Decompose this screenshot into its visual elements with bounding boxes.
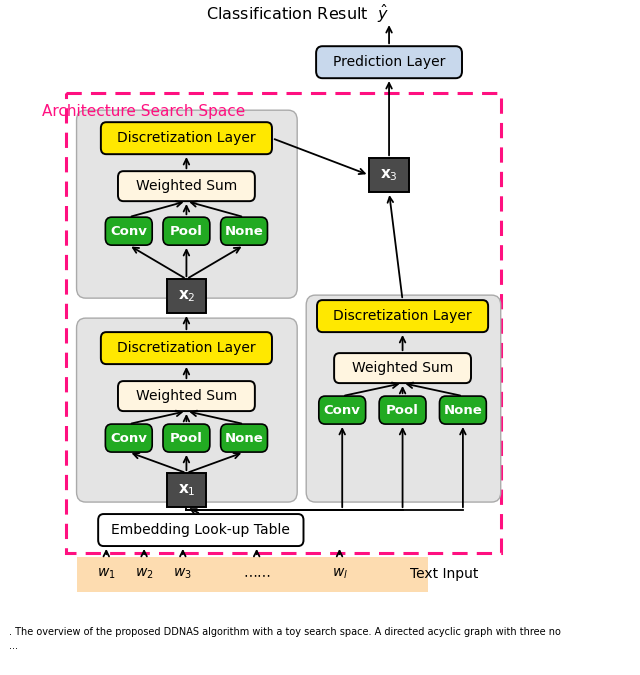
FancyBboxPatch shape [319,396,365,424]
Text: None: None [444,404,483,416]
Text: Classification Result  $\hat{y}$: Classification Result $\hat{y}$ [205,3,388,25]
FancyBboxPatch shape [98,514,303,546]
Text: Pool: Pool [170,431,203,445]
Bar [166,279,206,313]
FancyBboxPatch shape [163,424,210,452]
FancyBboxPatch shape [106,424,152,452]
Text: Weighted Sum: Weighted Sum [136,179,237,193]
Text: Text Input: Text Input [410,567,478,581]
FancyBboxPatch shape [317,300,488,332]
Text: None: None [225,431,264,445]
FancyBboxPatch shape [118,171,255,201]
FancyBboxPatch shape [221,424,268,452]
Bar [77,557,428,592]
Bar [369,158,409,192]
Text: Pool: Pool [170,225,203,238]
Text: Conv: Conv [324,404,361,416]
FancyBboxPatch shape [101,332,272,364]
FancyBboxPatch shape [163,217,210,245]
FancyBboxPatch shape [379,396,426,424]
FancyBboxPatch shape [306,295,500,502]
Text: $\mathbf{x}_1$: $\mathbf{x}_1$ [177,482,195,498]
Text: $\mathbf{x}_2$: $\mathbf{x}_2$ [177,288,195,304]
Text: ...: ... [9,641,18,651]
Text: $w_1$: $w_1$ [97,567,116,581]
Text: Discretization Layer: Discretization Layer [117,131,256,145]
FancyBboxPatch shape [77,318,297,502]
FancyBboxPatch shape [440,396,486,424]
FancyBboxPatch shape [101,122,272,154]
FancyBboxPatch shape [118,381,255,411]
Text: $w_l$: $w_l$ [332,567,348,581]
Text: $w_2$: $w_2$ [135,567,154,581]
FancyBboxPatch shape [334,353,471,383]
Bar [166,473,206,507]
Text: Discretization Layer: Discretization Layer [117,341,256,355]
Text: Architecture Search Space: Architecture Search Space [42,104,246,119]
Text: Conv: Conv [110,431,147,445]
Text: Weighted Sum: Weighted Sum [136,389,237,403]
FancyBboxPatch shape [106,217,152,245]
Text: Conv: Conv [110,225,147,238]
Text: $w_3$: $w_3$ [173,567,192,581]
Text: Embedding Look-up Table: Embedding Look-up Table [111,523,291,537]
Text: Prediction Layer: Prediction Layer [333,55,445,70]
Text: Weighted Sum: Weighted Sum [352,361,453,375]
Text: . The overview of the proposed DDNAS algorithm with a toy search space. A direct: . The overview of the proposed DDNAS alg… [9,627,561,637]
Text: None: None [225,225,264,238]
FancyBboxPatch shape [316,46,462,78]
Text: Discretization Layer: Discretization Layer [333,309,472,323]
Text: Pool: Pool [386,404,419,416]
FancyBboxPatch shape [221,217,268,245]
FancyBboxPatch shape [77,110,297,298]
Text: $\cdots\cdots$: $\cdots\cdots$ [243,567,271,581]
Text: $\mathbf{x}_3$: $\mathbf{x}_3$ [380,167,398,183]
